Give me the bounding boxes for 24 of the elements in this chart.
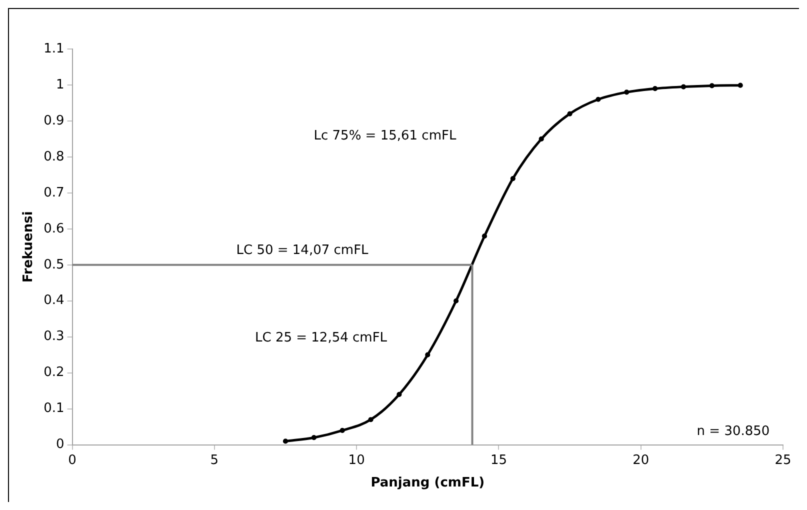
x-tick-label: 25	[774, 452, 792, 468]
x-tick-label: 15	[490, 452, 507, 468]
y-tick-label: 0.1	[44, 401, 64, 416]
y-tick-label: 0	[56, 437, 64, 452]
y-tick-label: 1	[56, 77, 64, 92]
y-axis-title: Frekuensi	[21, 211, 36, 283]
x-tick-label: 20	[632, 452, 650, 468]
y-tick-label: 1.1	[44, 41, 64, 56]
annotation: Lc 75% = 15,61 cmFL	[314, 128, 457, 144]
y-tick-label: 0.9	[44, 113, 64, 128]
x-tick-label: 10	[348, 452, 365, 468]
y-tick-label: 0.4	[44, 293, 64, 308]
y-tick-label: 0.2	[44, 365, 64, 380]
annotation: LC 25 = 12,54 cmFL	[255, 330, 388, 346]
x-axis-title: Panjang (cmFL)	[370, 476, 485, 491]
x-tick-label: 0	[68, 452, 76, 468]
y-tick-label: 0.7	[44, 185, 64, 200]
ref-line-label: LC 50 = 14,07 cmFL	[236, 242, 370, 258]
x-tick-label: 5	[210, 452, 219, 468]
y-tick-label: 0.6	[44, 221, 64, 236]
annotation: n = 30.850	[696, 424, 770, 440]
y-tick-label: 0.3	[44, 329, 64, 344]
y-tick-label: 0.5	[44, 257, 64, 272]
y-tick-label: 0.8	[44, 149, 64, 164]
